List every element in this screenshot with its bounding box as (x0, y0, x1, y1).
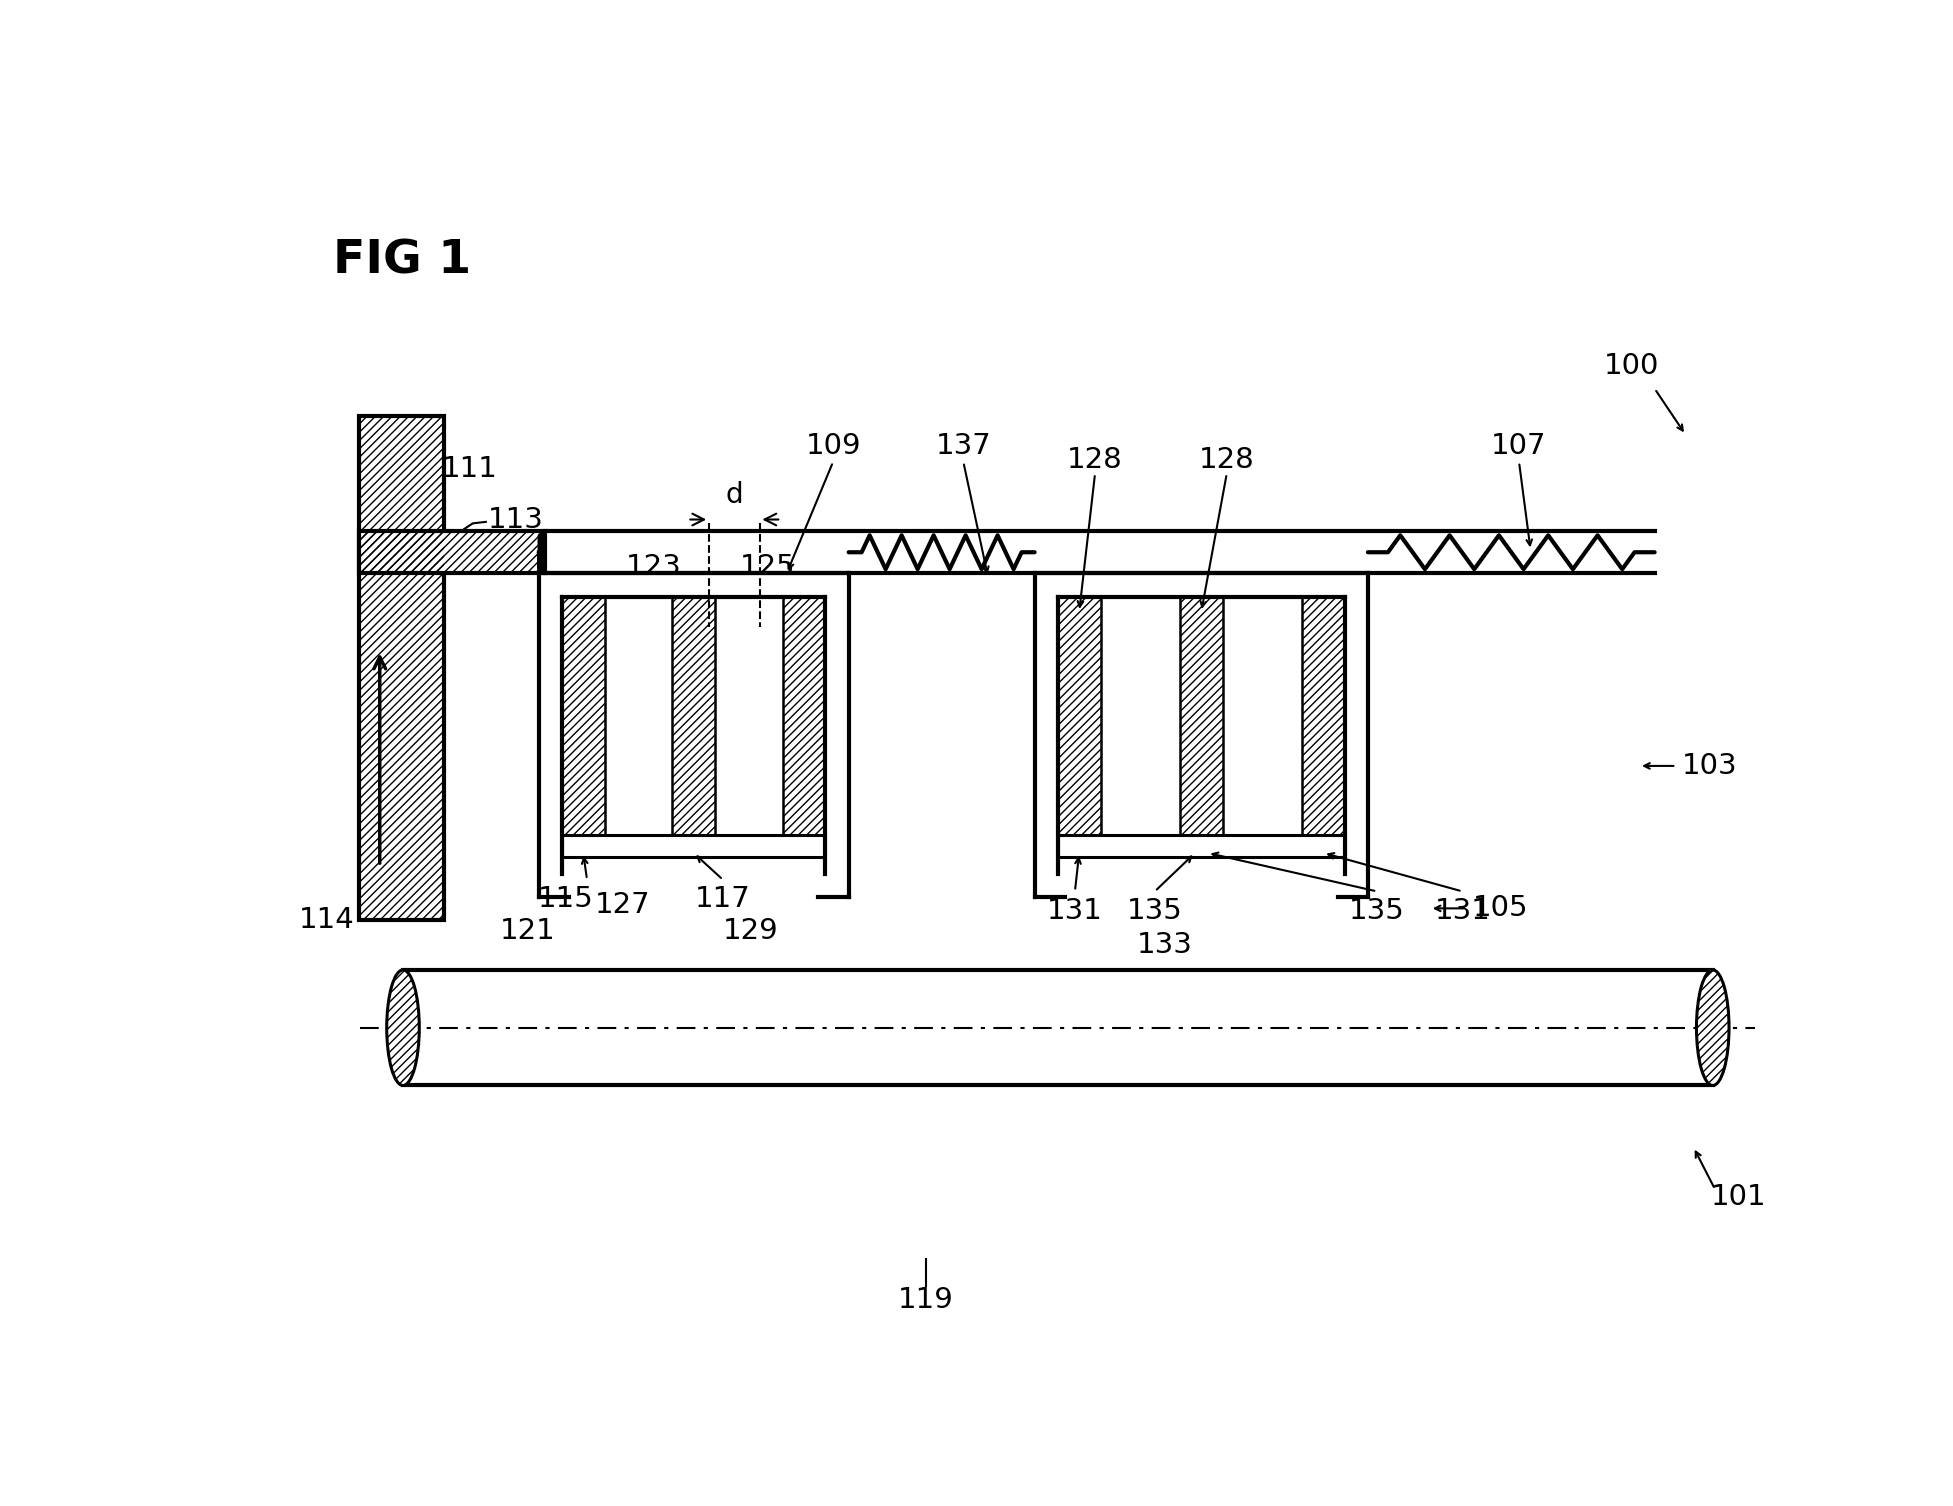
Text: 107: 107 (1492, 432, 1547, 461)
Bar (1059, 596, 1100, 836)
Text: 117: 117 (695, 886, 752, 913)
Bar (672, 596, 715, 836)
Text: FIG 1: FIG 1 (334, 238, 471, 283)
Text: d: d (725, 480, 744, 509)
Text: 103: 103 (1682, 751, 1738, 780)
Text: 131: 131 (1435, 896, 1490, 925)
Bar (359, 532, 545, 574)
Text: 111: 111 (441, 455, 498, 483)
Bar (562, 596, 605, 836)
Bar (359, 416, 443, 920)
Bar (1180, 596, 1223, 836)
Bar (783, 596, 826, 836)
Text: 127: 127 (594, 890, 650, 919)
Text: 105: 105 (1473, 895, 1527, 922)
Bar (1059, 836, 1344, 857)
Bar (359, 416, 443, 920)
Bar (359, 532, 545, 574)
Text: 125: 125 (740, 553, 795, 581)
Text: 128: 128 (1066, 446, 1123, 474)
Bar (672, 596, 715, 836)
Text: 123: 123 (627, 553, 682, 581)
Bar (1303, 596, 1344, 836)
Text: 133: 133 (1137, 932, 1193, 959)
Ellipse shape (387, 970, 420, 1086)
Text: 115: 115 (537, 886, 594, 913)
Ellipse shape (1697, 970, 1728, 1086)
Bar (1303, 596, 1344, 836)
Bar (1180, 596, 1223, 836)
Text: 131: 131 (1047, 896, 1103, 925)
Bar (1059, 596, 1100, 836)
Text: 100: 100 (1603, 351, 1658, 380)
Text: 135: 135 (1127, 896, 1184, 925)
Bar (783, 596, 826, 836)
Bar (562, 836, 826, 857)
Text: 119: 119 (898, 1286, 953, 1313)
Text: 128: 128 (1199, 446, 1254, 474)
Text: 101: 101 (1711, 1184, 1767, 1211)
Text: 129: 129 (723, 917, 779, 946)
Text: 121: 121 (500, 917, 555, 946)
Text: 109: 109 (805, 432, 861, 461)
Text: 114: 114 (299, 907, 355, 934)
Text: 137: 137 (935, 432, 992, 461)
Text: 135: 135 (1350, 896, 1404, 925)
Bar (562, 596, 605, 836)
Text: 113: 113 (488, 506, 545, 533)
